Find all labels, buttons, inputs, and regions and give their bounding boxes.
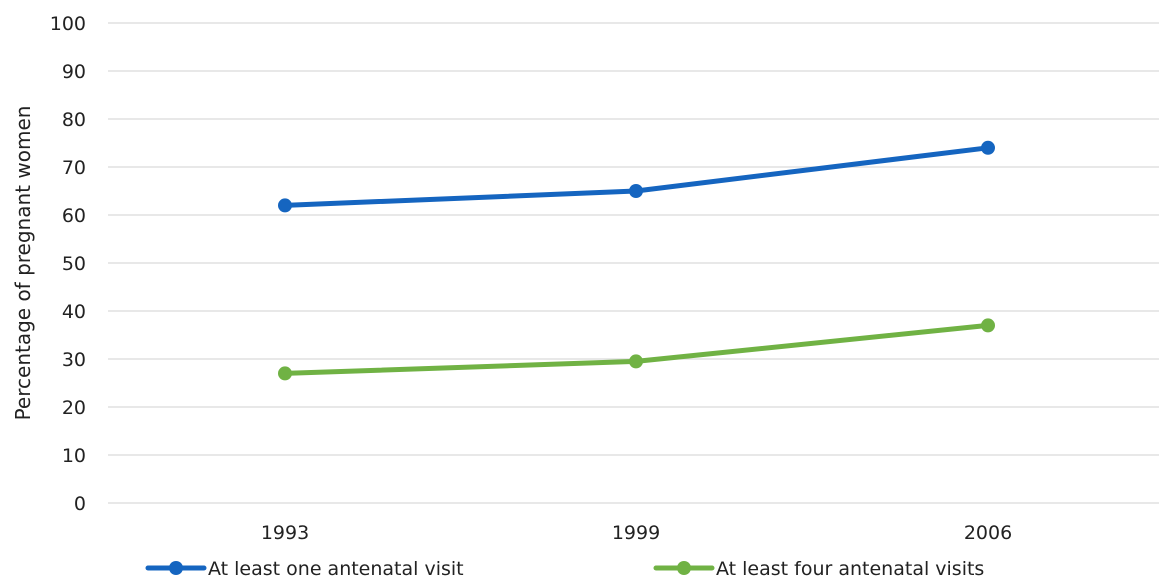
data-point (981, 318, 995, 333)
series-2 (278, 318, 995, 381)
y-tick-label: 40 (62, 301, 86, 323)
series (278, 140, 995, 381)
legend-label: At least one antenatal visit (208, 558, 464, 580)
data-point (629, 354, 643, 369)
y-tick-label: 70 (62, 157, 86, 179)
y-tick-label: 0 (74, 493, 86, 515)
y-tick-label: 90 (62, 61, 86, 83)
y-tick-label: 30 (62, 349, 86, 371)
y-tick-label: 60 (62, 205, 86, 227)
y-tick-label: 100 (50, 13, 86, 35)
legend-swatch-marker (169, 561, 183, 575)
x-tick-label: 1999 (612, 522, 660, 544)
y-tick-label: 80 (62, 109, 86, 131)
y-tick-label: 10 (62, 445, 86, 467)
legend-label: At least four antenatal visits (716, 558, 984, 580)
data-point (278, 198, 292, 213)
data-point (981, 140, 995, 155)
y-tick-label: 50 (62, 253, 86, 275)
x-tick-label: 1993 (261, 522, 309, 544)
y-tick-label: 20 (62, 397, 86, 419)
y-axis-ticks: 0 10 20 30 40 50 60 70 80 90 100 (50, 13, 86, 515)
data-point (629, 184, 643, 198)
data-point (278, 366, 292, 381)
x-tick-label: 2006 (964, 522, 1012, 544)
legend-item: At least one antenatal visit (145, 558, 464, 580)
legend-swatch-marker (677, 561, 691, 575)
x-axis-ticks: 1993 1999 2006 (261, 522, 1012, 544)
y-axis-label: Percentage of pregnant women (11, 106, 35, 421)
legend-item: At least four antenatal visits (653, 558, 984, 580)
gridlines (108, 22, 1159, 504)
legend: At least one antenatal visit At least fou… (145, 558, 984, 580)
series-1 (278, 140, 995, 213)
